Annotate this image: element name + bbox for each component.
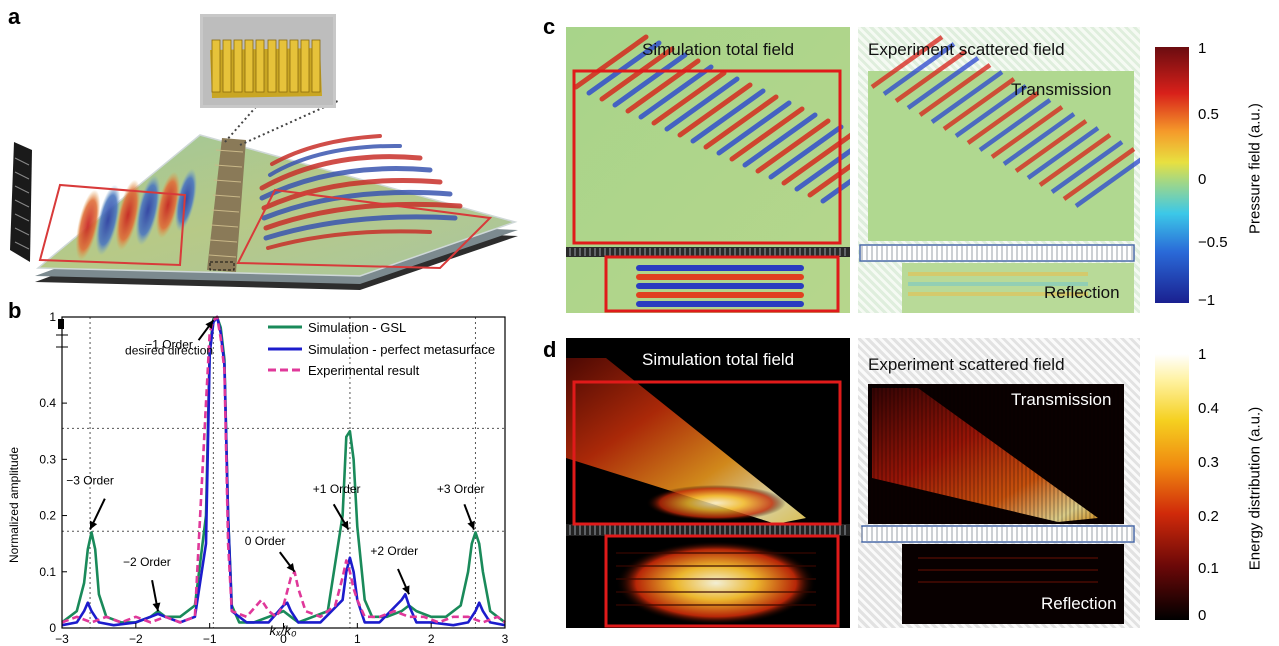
c-exp-field-image xyxy=(858,27,1148,313)
c-sim-reflection-box xyxy=(604,255,840,313)
annotation-label: +3 Order xyxy=(437,482,485,496)
panel-label-c: c xyxy=(543,14,556,39)
chart-series xyxy=(61,315,506,627)
y-tick-label: 0.4 xyxy=(39,396,56,410)
x-tick-label: −3 xyxy=(55,632,69,646)
speaker-array xyxy=(10,142,32,262)
series-line-experiment xyxy=(61,315,506,624)
annotation-label: +2 Order xyxy=(370,544,418,558)
left-region-box xyxy=(38,183,187,267)
y-tick-label: 0.1 xyxy=(39,565,56,579)
c-reflection-label: Reflection xyxy=(1044,283,1120,302)
annotation-arrowhead xyxy=(89,520,98,530)
c-colorbar-tick-0: 0 xyxy=(1198,171,1207,188)
x-tick-label: 1 xyxy=(354,632,361,646)
series-line-perfect xyxy=(61,315,506,627)
annotation-label: −3 Order xyxy=(66,474,114,488)
panel-b-chart: −3 −2 −1 0 1 2 3 0 0.1 0.2 0.3 0.4 1 −1 Orderdesired… xyxy=(7,310,509,646)
chart-ylabel: Normalized amplitude xyxy=(7,447,21,563)
y-tick-label: 0.2 xyxy=(39,509,56,523)
d-colorbar-tick-1: 1 xyxy=(1198,346,1207,363)
x-tick-label: 2 xyxy=(428,632,435,646)
d-colorbar-tick-0.3: 0.3 xyxy=(1198,454,1219,471)
annotation-label: +1 Order xyxy=(313,482,361,496)
annotation-arrowhead xyxy=(467,520,475,530)
series-line-gsl xyxy=(61,315,506,624)
unit-cell-inset xyxy=(200,14,336,108)
field-plate xyxy=(35,134,518,277)
annotation-label: −1 Order xyxy=(145,338,193,352)
annotation-label: 0 Order xyxy=(245,534,286,548)
right-region-box xyxy=(236,188,493,270)
d-sim-transmission-box xyxy=(572,380,842,526)
panel-label-d: d xyxy=(543,337,557,362)
d-sim-beam xyxy=(566,358,806,524)
d-transmission-label: Transmission xyxy=(1011,390,1112,409)
legend-label-perfect: Simulation - perfect metasurface xyxy=(308,342,495,357)
annotation-arrowhead xyxy=(402,585,410,595)
d-sim-title: Simulation total field xyxy=(642,350,795,369)
x-tick-label: −2 xyxy=(129,632,143,646)
annotation-label: desired direction xyxy=(125,343,213,357)
x-tick-label: 3 xyxy=(502,632,509,646)
c-sim-transmission-box xyxy=(572,69,842,245)
legend-label-experiment: Experimental result xyxy=(308,363,420,378)
annotation-arrowhead xyxy=(340,520,349,530)
chart-legend: Simulation - GSL Simulation - perfect me… xyxy=(268,320,495,378)
d-colorbar xyxy=(1155,354,1189,620)
axis-break-marker xyxy=(58,319,64,329)
chart-ticks: −3 −2 −1 0 1 2 3 0 0.1 0.2 0.3 0.4 1 xyxy=(39,310,508,646)
d-sim-field-image xyxy=(566,338,850,628)
c-transmission-label: Transmission xyxy=(1011,80,1112,99)
annotation-label: −2 Order xyxy=(123,555,171,569)
c-colorbar-tick-neg0.5: −0.5 xyxy=(1198,234,1228,251)
metasurface-strip xyxy=(207,138,246,272)
chart-frame-box xyxy=(61,316,506,629)
c-colorbar-label: Pressure field (a.u.) xyxy=(1246,103,1264,234)
d-colorbar-tick-0: 0 xyxy=(1198,607,1207,624)
annotation-arrowhead xyxy=(205,320,214,329)
panel-a-schematic xyxy=(10,14,518,290)
d-reflection-label: Reflection xyxy=(1041,594,1117,613)
d-sim-reflection-box xyxy=(604,534,840,628)
x-tick-label: 0 xyxy=(280,632,287,646)
d-colorbar-label: Energy distribution (a.u.) xyxy=(1246,406,1264,571)
c-colorbar xyxy=(1155,47,1189,303)
y-tick-label: 0 xyxy=(49,621,56,635)
d-exp-beam xyxy=(872,388,1098,522)
c-sim-reflected-stripes xyxy=(636,265,804,307)
c-exp-reflected-stripes xyxy=(908,272,1088,296)
d-colorbar-tick-0.1: 0.1 xyxy=(1198,560,1219,577)
legend-label-gsl: Simulation - GSL xyxy=(308,320,406,335)
c-colorbar-tick-neg1: −1 xyxy=(1198,292,1216,309)
chart-frame xyxy=(56,316,506,629)
y-tick-label: 1 xyxy=(49,310,56,324)
x-tick-label: −1 xyxy=(203,632,217,646)
panel-label-a: a xyxy=(8,4,21,29)
c-sim-field-image xyxy=(566,27,896,313)
c-colorbar-tick-1: 1 xyxy=(1198,40,1207,57)
c-colorbar-tick-0.5: 0.5 xyxy=(1198,106,1219,123)
d-exp-field-image xyxy=(858,338,1140,628)
y-tick-label: 0.3 xyxy=(39,452,56,466)
c-sim-title: Simulation total field xyxy=(642,40,795,59)
d-exp-title: Experiment scattered field xyxy=(868,355,1065,374)
c-exp-transmitted-stripes xyxy=(870,35,1148,208)
d-colorbar-tick-0.2: 0.2 xyxy=(1198,508,1219,525)
chart-grid xyxy=(62,317,505,628)
chart-xlabel: kₓ/k₀ xyxy=(269,623,297,638)
annotation-arrowhead xyxy=(152,602,161,612)
c-exp-title: Experiment scattered field xyxy=(868,40,1065,59)
annotation-arrowhead xyxy=(286,562,295,572)
d-colorbar-tick-0.4: 0.4 xyxy=(1198,400,1219,417)
panel-label-b: b xyxy=(8,298,22,323)
